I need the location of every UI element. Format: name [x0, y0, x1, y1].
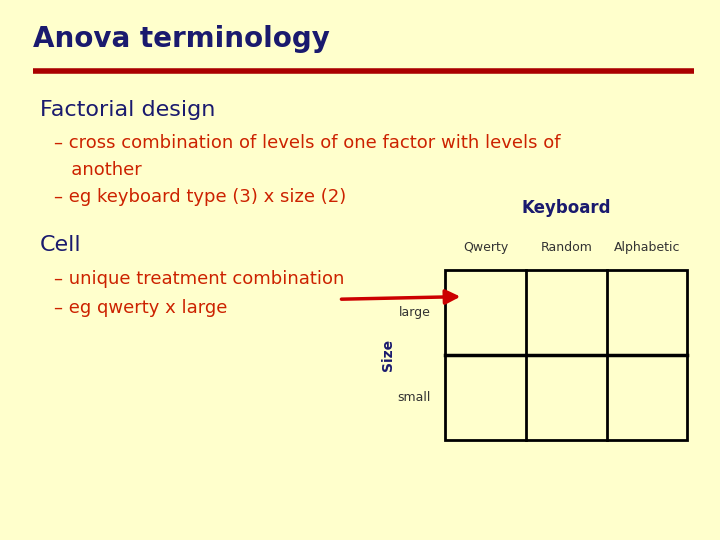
Text: – unique treatment combination: – unique treatment combination — [54, 270, 344, 288]
Text: Qwerty: Qwerty — [463, 241, 508, 254]
Text: large: large — [400, 306, 431, 319]
Text: – cross combination of levels of one factor with levels of: – cross combination of levels of one fac… — [54, 134, 560, 152]
Text: Keyboard: Keyboard — [521, 199, 611, 217]
Text: small: small — [397, 391, 431, 404]
Text: – eg keyboard type (3) x size (2): – eg keyboard type (3) x size (2) — [54, 187, 346, 206]
Bar — [446, 270, 688, 440]
Text: Random: Random — [541, 241, 593, 254]
Text: Size: Size — [382, 339, 395, 371]
Text: Factorial design: Factorial design — [40, 100, 215, 120]
Text: Cell: Cell — [40, 235, 81, 255]
Text: – eg qwerty x large: – eg qwerty x large — [54, 299, 228, 317]
Text: another: another — [54, 161, 142, 179]
Text: Alphabetic: Alphabetic — [613, 241, 680, 254]
Text: Anova terminology: Anova terminology — [32, 25, 330, 53]
